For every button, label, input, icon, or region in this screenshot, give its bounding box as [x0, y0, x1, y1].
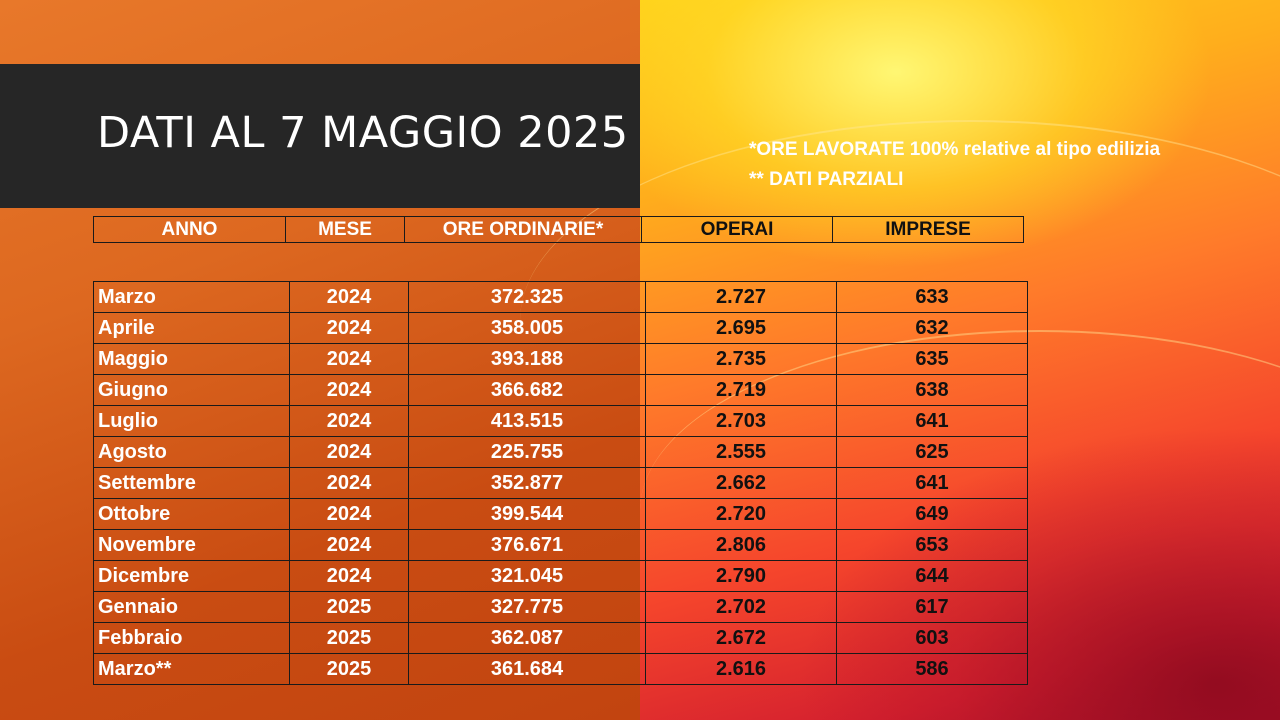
cell-anno: 2024	[289, 281, 409, 313]
cell-ore-ordinarie: 399.544	[408, 498, 646, 530]
cell-anno: 2024	[289, 560, 409, 592]
cell-operai: 2.806	[645, 529, 837, 561]
table-row: Agosto 2024 225.755 2.555 625	[93, 436, 1028, 468]
table-row: Settembre 2024 352.877 2.662 641	[93, 467, 1028, 499]
cell-ore-ordinarie: 366.682	[408, 374, 646, 406]
slide-title: DATI AL 7 MAGGIO 2025	[97, 108, 629, 158]
cell-ore-ordinarie: 225.755	[408, 436, 646, 468]
table-header: ANNO MESE ORE ORDINARIE* OPERAI IMPRESE	[93, 216, 1024, 243]
cell-anno: 2024	[289, 498, 409, 530]
cell-ore-ordinarie: 358.005	[408, 312, 646, 344]
cell-operai: 2.720	[645, 498, 837, 530]
footnote-dati-parziali: ** DATI PARZIALI	[749, 169, 904, 190]
cell-anno: 2025	[289, 653, 409, 685]
cell-anno: 2025	[289, 622, 409, 654]
cell-imprese: 644	[836, 560, 1028, 592]
table-row: Maggio 2024 393.188 2.735 635	[93, 343, 1028, 375]
cell-mese-label: Aprile	[93, 312, 290, 344]
cell-imprese: 633	[836, 281, 1028, 313]
table-row: Aprile 2024 358.005 2.695 632	[93, 312, 1028, 344]
cell-mese-label: Ottobre	[93, 498, 290, 530]
cell-ore-ordinarie: 321.045	[408, 560, 646, 592]
cell-mese-label: Settembre	[93, 467, 290, 499]
cell-imprese: 649	[836, 498, 1028, 530]
cell-imprese: 641	[836, 467, 1028, 499]
cell-imprese: 617	[836, 591, 1028, 623]
table-row: Ottobre 2024 399.544 2.720 649	[93, 498, 1028, 530]
cell-imprese: 586	[836, 653, 1028, 685]
cell-anno: 2024	[289, 529, 409, 561]
cell-anno: 2024	[289, 312, 409, 344]
cell-imprese: 635	[836, 343, 1028, 375]
header-anno: ANNO	[93, 216, 286, 243]
table-row: Marzo 2024 372.325 2.727 633	[93, 281, 1028, 313]
cell-operai: 2.703	[645, 405, 837, 437]
cell-anno: 2025	[289, 591, 409, 623]
table-row: Febbraio 2025 362.087 2.672 603	[93, 622, 1028, 654]
cell-operai: 2.735	[645, 343, 837, 375]
cell-operai: 2.672	[645, 622, 837, 654]
cell-anno: 2024	[289, 436, 409, 468]
cell-operai: 2.719	[645, 374, 837, 406]
cell-anno: 2024	[289, 467, 409, 499]
footnote-ore-lavorate: *ORE LAVORATE 100% relative al tipo edil…	[749, 139, 1161, 160]
cell-ore-ordinarie: 376.671	[408, 529, 646, 561]
cell-mese-label: Dicembre	[93, 560, 290, 592]
cell-operai: 2.790	[645, 560, 837, 592]
cell-mese-label: Agosto	[93, 436, 290, 468]
title-band	[0, 64, 640, 208]
cell-operai: 2.727	[645, 281, 837, 313]
header-mese: MESE	[285, 216, 405, 243]
cell-ore-ordinarie: 361.684	[408, 653, 646, 685]
cell-imprese: 641	[836, 405, 1028, 437]
cell-operai: 2.616	[645, 653, 837, 685]
data-table-body: Marzo 2024 372.325 2.727 633 Aprile 2024 358.00…	[93, 281, 1028, 685]
table-row: Gennaio 2025 327.775 2.702 617	[93, 591, 1028, 623]
table-row: Luglio 2024 413.515 2.703 641	[93, 405, 1028, 437]
table-row: Marzo** 2025 361.684 2.616 586	[93, 653, 1028, 685]
cell-mese-label: Gennaio	[93, 591, 290, 623]
cell-operai: 2.555	[645, 436, 837, 468]
cell-mese-label: Luglio	[93, 405, 290, 437]
cell-mese-label: Febbraio	[93, 622, 290, 654]
table-row: Giugno 2024 366.682 2.719 638	[93, 374, 1028, 406]
cell-mese-label: Marzo**	[93, 653, 290, 685]
header-row: ANNO MESE ORE ORDINARIE* OPERAI IMPRESE	[93, 216, 1024, 243]
cell-mese-label: Marzo	[93, 281, 290, 313]
cell-imprese: 632	[836, 312, 1028, 344]
header-imprese: IMPRESE	[832, 216, 1024, 243]
header-ore-ordinarie: ORE ORDINARIE*	[404, 216, 642, 243]
cell-ore-ordinarie: 372.325	[408, 281, 646, 313]
cell-mese-label: Maggio	[93, 343, 290, 375]
cell-mese-label: Novembre	[93, 529, 290, 561]
cell-operai: 2.702	[645, 591, 837, 623]
header-operai: OPERAI	[641, 216, 833, 243]
table-row: Novembre 2024 376.671 2.806 653	[93, 529, 1028, 561]
data-table: Marzo 2024 372.325 2.727 633 Aprile 2024 358.00…	[93, 281, 1028, 685]
cell-imprese: 603	[836, 622, 1028, 654]
cell-ore-ordinarie: 413.515	[408, 405, 646, 437]
cell-ore-ordinarie: 352.877	[408, 467, 646, 499]
cell-imprese: 638	[836, 374, 1028, 406]
cell-imprese: 625	[836, 436, 1028, 468]
cell-ore-ordinarie: 327.775	[408, 591, 646, 623]
cell-mese-label: Giugno	[93, 374, 290, 406]
cell-ore-ordinarie: 362.087	[408, 622, 646, 654]
cell-anno: 2024	[289, 374, 409, 406]
cell-anno: 2024	[289, 343, 409, 375]
table-row: Dicembre 2024 321.045 2.790 644	[93, 560, 1028, 592]
cell-ore-ordinarie: 393.188	[408, 343, 646, 375]
cell-operai: 2.662	[645, 467, 837, 499]
cell-anno: 2024	[289, 405, 409, 437]
cell-operai: 2.695	[645, 312, 837, 344]
cell-imprese: 653	[836, 529, 1028, 561]
